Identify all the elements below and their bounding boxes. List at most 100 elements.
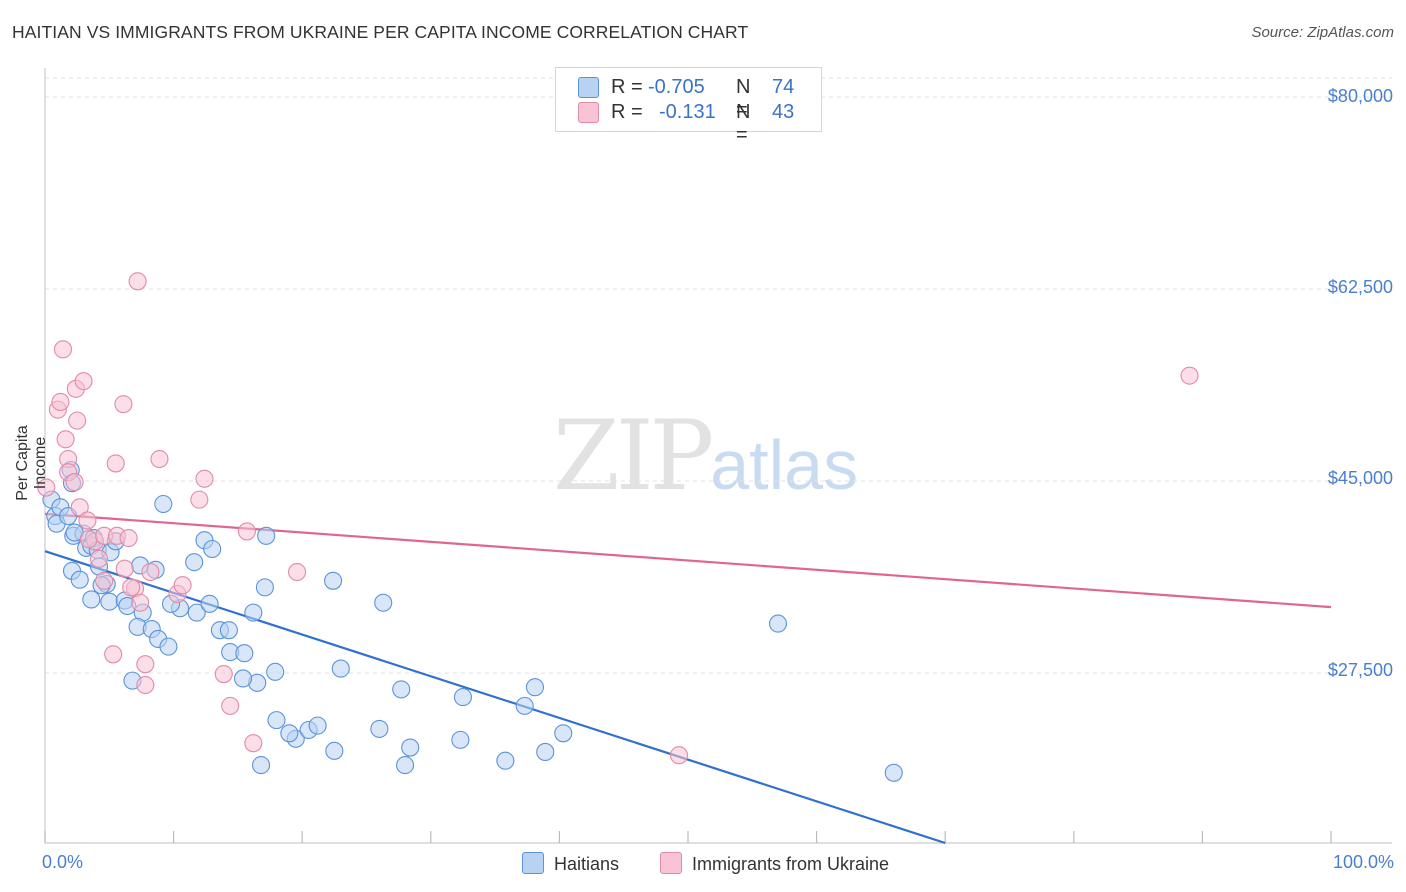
data-point-haitians — [884, 763, 903, 782]
data-point-ukraine — [89, 549, 109, 568]
legend-swatch-blue — [578, 77, 599, 98]
data-point-haitians — [185, 553, 204, 572]
data-point-haitians — [768, 614, 788, 633]
data-point-haitians — [267, 711, 286, 730]
data-point-haitians — [70, 570, 89, 589]
data-point-ukraine — [95, 571, 114, 590]
y-axis-label: Per Capita Income — [14, 425, 49, 501]
data-point-haitians — [235, 644, 254, 663]
data-point-haitians — [374, 593, 393, 612]
data-point-haitians — [401, 738, 420, 757]
data-point-haitians — [325, 741, 344, 760]
legend-swatch-pink — [660, 852, 682, 874]
data-point-haitians — [331, 659, 350, 678]
legend-item-ukraine: Immigrants from Ukraine — [660, 852, 889, 875]
data-point-ukraine — [115, 559, 134, 578]
data-point-ukraine — [56, 430, 75, 449]
data-point-ukraine — [195, 469, 214, 488]
data-point-haitians — [187, 603, 206, 622]
legend-r-value: -0.705 — [648, 76, 705, 98]
data-point-haitians — [525, 678, 545, 697]
data-point-ukraine — [173, 576, 192, 595]
axes — [44, 68, 1392, 844]
data-point-haitians — [251, 756, 271, 775]
data-point-haitians — [219, 621, 238, 640]
data-point-ukraine — [104, 645, 123, 664]
data-point-haitians — [154, 494, 173, 514]
data-point-ukraine — [1180, 366, 1199, 385]
data-point-ukraine — [79, 530, 98, 549]
legend-label-haitians: Haitians — [554, 854, 620, 874]
data-point-haitians — [82, 590, 101, 609]
legend-r-label: R = — [611, 101, 649, 123]
data-point-ukraine — [53, 340, 73, 359]
data-point-ukraine — [37, 478, 56, 497]
y-tick-label-80000: $80,000 — [1327, 86, 1393, 106]
watermark-zip: ZIP — [553, 400, 714, 512]
data-point-ukraine — [68, 411, 87, 430]
data-point-ukraine — [237, 522, 256, 541]
chart-title: HAITIAN VS IMMIGRANTS FROM UKRAINE PER C… — [12, 22, 749, 42]
data-point-haitians — [324, 571, 343, 590]
data-point-haitians — [536, 742, 555, 761]
data-point-ukraine — [119, 528, 138, 548]
data-point-ukraine — [190, 490, 209, 509]
trend-lines — [44, 512, 1332, 845]
data-point-haitians — [266, 662, 285, 681]
data-point-haitians — [515, 696, 534, 715]
legend-item-haitians: Haitians — [522, 852, 619, 875]
x-tick-label-max: 100.0% — [1332, 852, 1394, 872]
y-tick-label-27500: $27,500 — [1327, 660, 1393, 680]
watermark-atlas: atlas — [710, 426, 859, 504]
data-point-ukraine — [74, 372, 93, 391]
data-point-haitians — [370, 719, 389, 738]
data-point-ukraine — [244, 734, 263, 753]
legend-swatch-blue — [522, 852, 544, 874]
data-point-haitians — [244, 603, 263, 622]
data-point-haitians — [280, 724, 299, 743]
data-point-ukraine — [131, 593, 150, 612]
legend-n-label: N = — [736, 101, 751, 146]
data-point-haitians — [308, 716, 327, 735]
source-label: Source: ZipAtlas.com — [1251, 24, 1394, 41]
data-points — [37, 272, 1199, 782]
trend-line-haitians — [44, 550, 946, 845]
legend-label-ukraine: Immigrants from Ukraine — [692, 854, 890, 874]
y-tick-label-45000: $45,000 — [1327, 468, 1393, 488]
data-point-haitians — [451, 730, 470, 749]
legend-r-value: -0.131 — [659, 101, 716, 123]
data-point-haitians — [200, 594, 219, 613]
legend-swatch-pink — [578, 102, 599, 123]
data-point-ukraine — [669, 746, 689, 765]
data-point-haitians — [453, 688, 473, 707]
legend-n-value: 74 — [772, 76, 795, 98]
data-point-haitians — [203, 539, 222, 559]
data-point-haitians — [396, 756, 415, 775]
data-point-ukraine — [221, 696, 240, 715]
data-point-ukraine — [128, 272, 147, 291]
legend-n-label: N = — [736, 76, 751, 121]
data-point-haitians — [496, 751, 515, 770]
data-point-haitians — [159, 637, 178, 656]
data-point-ukraine — [150, 449, 169, 469]
data-point-haitians — [554, 724, 573, 743]
y-tick-label-62500: $62,500 — [1327, 277, 1393, 297]
data-point-haitians — [392, 680, 411, 699]
data-point-ukraine — [136, 675, 155, 695]
data-point-haitians — [255, 578, 274, 597]
trend-line-ukraine — [44, 512, 1332, 609]
data-point-haitians — [257, 526, 276, 545]
data-point-ukraine — [141, 562, 160, 582]
data-point-ukraine — [288, 562, 307, 582]
data-point-ukraine — [106, 454, 125, 473]
data-point-ukraine — [122, 578, 141, 597]
data-point-ukraine — [65, 473, 84, 492]
data-point-ukraine — [51, 392, 70, 412]
data-point-haitians — [233, 669, 253, 688]
data-point-ukraine — [136, 655, 155, 674]
legend-r-label: R = — [611, 76, 649, 98]
data-point-ukraine — [114, 395, 133, 414]
data-point-ukraine — [78, 511, 97, 530]
data-point-ukraine — [214, 665, 233, 684]
